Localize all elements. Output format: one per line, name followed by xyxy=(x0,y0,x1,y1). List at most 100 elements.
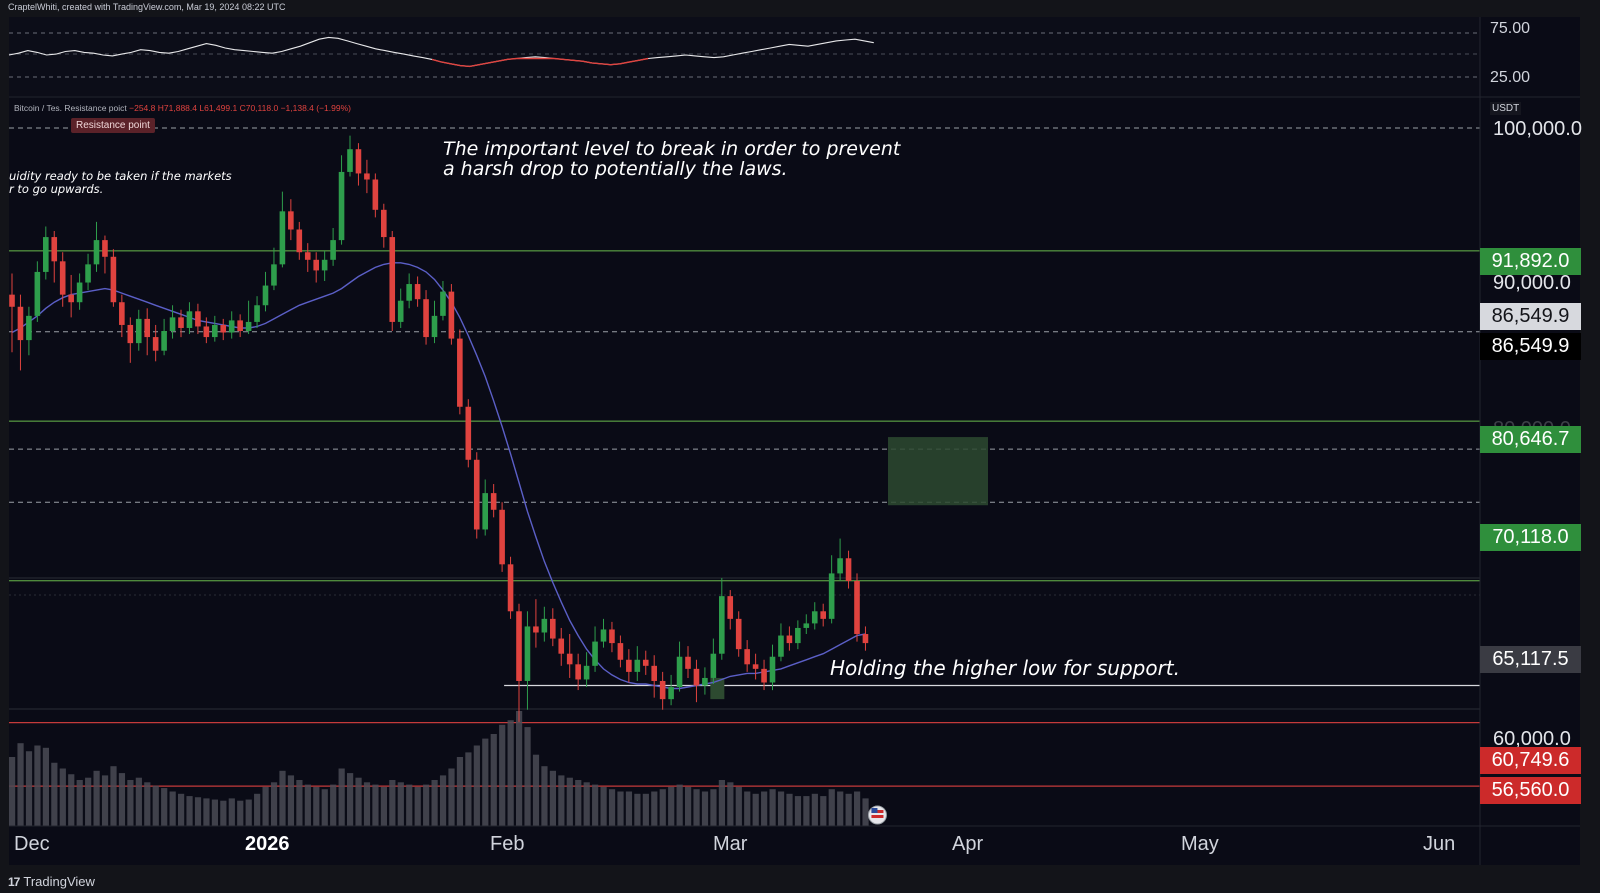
annotation-top-line-1: The important level to break in order to… xyxy=(443,138,901,160)
candle-body-79 xyxy=(676,656,683,688)
time-label-feb: Feb xyxy=(490,833,525,855)
candle-body-88 xyxy=(752,664,759,669)
candle-body-65 xyxy=(558,638,565,654)
candle-body-46 xyxy=(397,300,404,322)
oscillator-level-low: 25.00 xyxy=(1490,69,1531,86)
candle-body-39 xyxy=(338,171,345,241)
candle-body-60 xyxy=(516,611,522,681)
volume-bar-53 xyxy=(456,757,464,826)
price-tick-60000: 60,000.0 xyxy=(1493,728,1571,750)
volume-bar-7 xyxy=(68,774,75,826)
candle-body-35 xyxy=(304,252,311,260)
volume-bar-80 xyxy=(685,786,692,826)
candle-body-29 xyxy=(254,305,260,322)
candle-body-100 xyxy=(854,580,860,635)
candle-body-56 xyxy=(482,493,488,530)
candle-body-87 xyxy=(744,649,750,665)
candle-body-68 xyxy=(583,665,590,680)
price-tag-70118[interactable]: 70,118.0 xyxy=(1480,524,1581,551)
candle-body-23 xyxy=(203,326,210,338)
candle-body-63 xyxy=(541,618,548,633)
volume-bar-0 xyxy=(9,757,16,826)
volume-bar-96 xyxy=(820,796,827,826)
volume-bar-50 xyxy=(431,780,438,826)
time-label-jun: Jun xyxy=(1423,833,1456,855)
volume-bar-45 xyxy=(389,780,396,826)
volume-bar-70 xyxy=(600,786,607,826)
candle-body-91 xyxy=(778,635,784,657)
legend-high: H71,888.4 xyxy=(157,103,197,113)
volume-bar-15 xyxy=(135,777,142,826)
price-tag-56560[interactable]: 56,560.0 xyxy=(1480,777,1581,804)
volume-bar-52 xyxy=(448,768,455,826)
volume-bar-78 xyxy=(668,786,675,826)
candle-body-78 xyxy=(668,687,674,700)
volume-bar-73 xyxy=(625,791,633,826)
chart-pane[interactable] xyxy=(9,17,1580,865)
candle-body-77 xyxy=(659,680,666,700)
candle-body-52 xyxy=(448,291,455,339)
time-label-apr: Apr xyxy=(952,833,984,855)
moving-average-layer xyxy=(11,262,866,690)
volume-bar-63 xyxy=(541,766,548,826)
candle-body-19 xyxy=(169,317,176,332)
price-tag-86549-dark[interactable]: 86,549.9 xyxy=(1480,333,1581,360)
candle-body-57 xyxy=(490,493,497,510)
volume-bar-60 xyxy=(516,711,523,826)
currency-label[interactable]: USDT xyxy=(1490,102,1522,115)
volume-bar-6 xyxy=(59,768,66,826)
volume-bar-5 xyxy=(51,762,58,826)
price-tag-60749[interactable]: 60,749.6 xyxy=(1480,747,1581,774)
volume-bar-22 xyxy=(194,797,202,826)
candle-body-72 xyxy=(617,643,624,660)
annotation-important-level[interactable]: The important level to break in order to… xyxy=(443,139,900,179)
volume-bar-11 xyxy=(101,775,109,826)
candle-body-41 xyxy=(355,149,362,174)
candle-body-31 xyxy=(271,264,277,286)
tradingview-brand[interactable]: 17 TradingView xyxy=(8,874,95,889)
volume-bar-40 xyxy=(347,773,354,826)
volume-bar-93 xyxy=(794,796,802,826)
oscillator-background xyxy=(9,17,1480,96)
volume-bar-47 xyxy=(406,784,413,826)
volume-bar-25 xyxy=(220,800,227,826)
resistance-point-tag[interactable]: Resistance point xyxy=(71,118,155,133)
volume-bar-71 xyxy=(608,789,616,826)
annotation-liquidity[interactable]: uidity ready to be taken if the markets … xyxy=(9,170,232,196)
candle-body-95 xyxy=(811,611,818,624)
candle-body-13 xyxy=(119,302,125,325)
misc-layer xyxy=(9,17,1580,865)
candle-body-50 xyxy=(431,315,438,338)
volume-bar-67 xyxy=(575,780,582,826)
candle-body-16 xyxy=(144,318,150,338)
candle-body-84 xyxy=(719,596,725,654)
volume-bar-2 xyxy=(25,751,33,826)
candle-body-24 xyxy=(212,324,218,338)
volume-bar-21 xyxy=(186,796,193,826)
volume-bar-46 xyxy=(397,782,404,826)
candle-body-6 xyxy=(59,261,66,295)
candle-body-20 xyxy=(178,317,184,328)
volume-bar-61 xyxy=(524,727,531,826)
price-tag-65117[interactable]: 65,117.5 xyxy=(1480,646,1581,673)
candle-body-92 xyxy=(786,635,793,644)
candle-body-25 xyxy=(220,324,227,333)
volume-bar-34 xyxy=(296,780,303,826)
volume-bar-100 xyxy=(854,791,861,826)
volume-bar-24 xyxy=(211,799,218,826)
price-tag-86549-light[interactable]: 86,549.9 xyxy=(1480,303,1581,330)
volume-bar-29 xyxy=(254,793,261,826)
volume-bar-54 xyxy=(465,752,472,826)
volume-bar-83 xyxy=(710,789,717,826)
symbol-legend: Bitcoin / Tes. Resistance poict −254.8 H… xyxy=(14,103,351,113)
price-tag-80646[interactable]: 80,646.7 xyxy=(1480,426,1581,453)
price-tag-91892[interactable]: 91,892.0 xyxy=(1480,248,1581,275)
time-label-dec: Dec xyxy=(14,833,50,855)
annotation-support[interactable]: Holding the higher low for support. xyxy=(830,656,1180,680)
volume-bar-91 xyxy=(777,791,785,826)
candle-body-1 xyxy=(17,306,24,341)
volume-bar-85 xyxy=(727,782,734,826)
candle-body-4 xyxy=(43,237,49,272)
